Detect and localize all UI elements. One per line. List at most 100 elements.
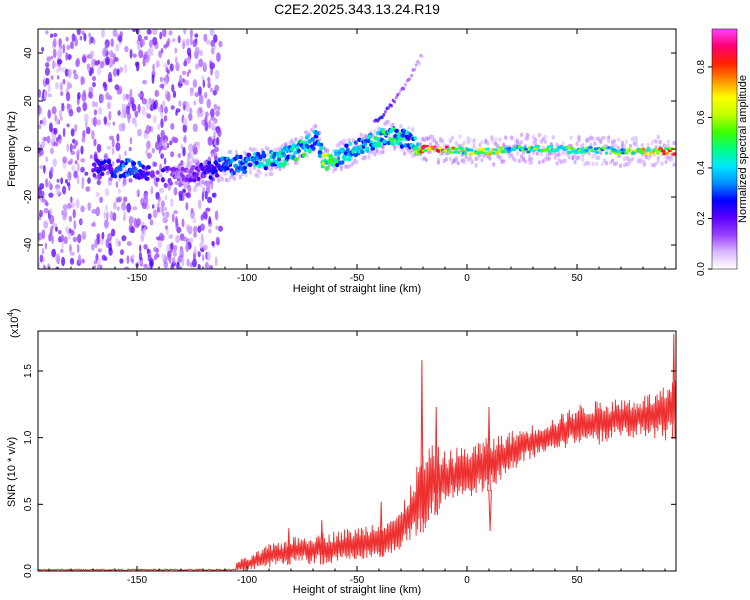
spectrogram-ridge-cell [213,169,218,174]
spectrogram-noise-cell [76,162,80,172]
y-tick-label: 20 [23,95,34,107]
spectrogram-noise-cell [178,100,182,107]
spectrogram-noise-cell [38,89,42,98]
spectrogram-noise-cell [93,116,97,127]
spectrogram-noise-cell [103,211,107,220]
spectrogram-ridge-cell [377,143,382,148]
spectrogram-noise-cell [81,92,87,102]
spectrogram-ridge-cell [388,136,392,142]
spectrogram-ridge-cell [290,146,295,152]
spectrogram-noise-cell [83,32,87,42]
spectrogram-noise-cell [112,68,118,77]
spectrogram-noise-cell [61,239,65,249]
spectrogram-noise-cell [192,39,197,48]
spectrogram-noise-cell [69,251,75,256]
spectrogram-noise-cell [41,140,46,148]
spectrogram-noise-cell [105,238,110,249]
spectrogram-ridge-cell [503,150,507,154]
spectrogram-noise-cell [170,242,174,250]
spectrogram-noise-cell [45,62,50,68]
spectrogram-noise-cell [124,45,129,53]
spectrogram-noise-cell [218,225,223,232]
spectrogram-halo-cell [555,142,559,148]
spectrogram-noise-cell [152,204,155,209]
spectrogram-noise-cell [104,219,109,229]
spectrogram-ridge-cell [296,148,301,153]
spectrogram-halo-cell [624,139,629,144]
spectrogram-noise-cell [96,143,102,153]
snr-y-label: SNR (10 * v/v) [6,437,18,507]
spectrogram-noise-cell [71,164,76,172]
spectrogram-noise-cell [67,68,72,79]
spectrogram-noise-cell [197,251,201,258]
spectrogram-ridge-cell [247,162,253,167]
spectrogram-noise-cell [96,233,101,239]
spectrogram-noise-cell [185,202,189,211]
spectrogram-noise-cell [143,244,148,250]
snr-exponent: (x104) [6,308,21,338]
spectrogram-halo-cell [516,151,520,156]
spectrogram-noise-cell [189,87,194,92]
spectrogram-halo-cell [359,132,363,137]
spectrogram-noise-cell [65,52,69,61]
spectrogram-noise-cell [49,208,53,216]
spectrogram-noise-cell [65,36,69,42]
spectrogram-halo-cell [541,159,545,164]
spectrogram-ridge-cell [604,151,609,155]
spectrogram-noise-cell [89,154,93,159]
spectrogram-noise-cell [80,158,86,163]
spectrogram-noise-cell [160,129,165,140]
spectrogram-noise-cell [193,225,198,234]
y-tick-label: -40 [23,237,34,252]
spectrogram-noise-cell [152,36,158,46]
spectrogram-noise-cell [59,81,63,92]
spectrogram-ridge-cell [386,140,392,146]
spectrogram-noise-cell [161,253,166,260]
spectrogram-halo-cell [248,170,252,175]
spectrogram-noise-cell [160,76,163,83]
spectrogram-noise-cell [102,48,107,57]
spectrogram-noise-cell [68,228,72,234]
spectrogram-noise-cell [218,40,223,48]
spectrogram-ridge-cell [242,169,248,174]
spectrogram-halo-cell [642,160,646,165]
spectrogram-noise-cell [52,248,56,257]
spectrogram-halo-cell [561,141,565,146]
spectrogram-noise-cell [43,90,47,100]
spectrogram-noise-cell [147,213,152,220]
spectrogram-ridge-cell [242,165,247,171]
spectrogram-noise-cell [189,107,193,115]
spectrogram-noise-cell [211,47,215,55]
spectrogram-ridge-cell [108,163,113,168]
spectrogram-noise-cell [48,192,54,198]
spectrogram-noise-cell [50,225,54,230]
spectrogram-noise-cell [96,65,102,76]
spectrogram-halo-cell [488,155,492,160]
spectrogram-noise-cell [182,78,185,83]
spectrogram-noise-cell [197,263,201,269]
snr-spike [488,489,492,532]
spectrogram-branch-cell [410,73,413,78]
spectrogram-noise-cell [153,255,158,261]
spectrogram-halo-cell [520,132,524,138]
spectrogram-halo-cell [510,153,514,158]
spectrogram-noise-cell [125,93,129,100]
spectrogram-noise-cell [185,101,190,112]
spectrogram-noise-cell [122,93,126,102]
spectrogram-noise-cell [107,232,113,242]
spectrogram-noise-cell [213,192,217,198]
spectrogram-noise-cell [72,69,77,75]
spectrogram-noise-cell [205,207,211,212]
spectrogram-noise-cell [168,30,173,36]
spectrogram-noise-cell [213,130,216,139]
spectrogram-noise-cell [124,63,128,74]
spectrogram-halo-cell [294,137,298,142]
spectrogram-noise-cell [96,179,102,186]
spectrogram-noise-cell [137,34,142,42]
snr-x-label: Height of straight line (km) [293,584,421,596]
spectrogram-noise-cell [112,161,115,166]
spectrogram-noise-cell [146,113,151,119]
spectrogram-noise-cell [153,246,158,253]
spectrogram-ridge-cell [443,149,448,153]
spectrogram-noise-cell [152,63,155,72]
